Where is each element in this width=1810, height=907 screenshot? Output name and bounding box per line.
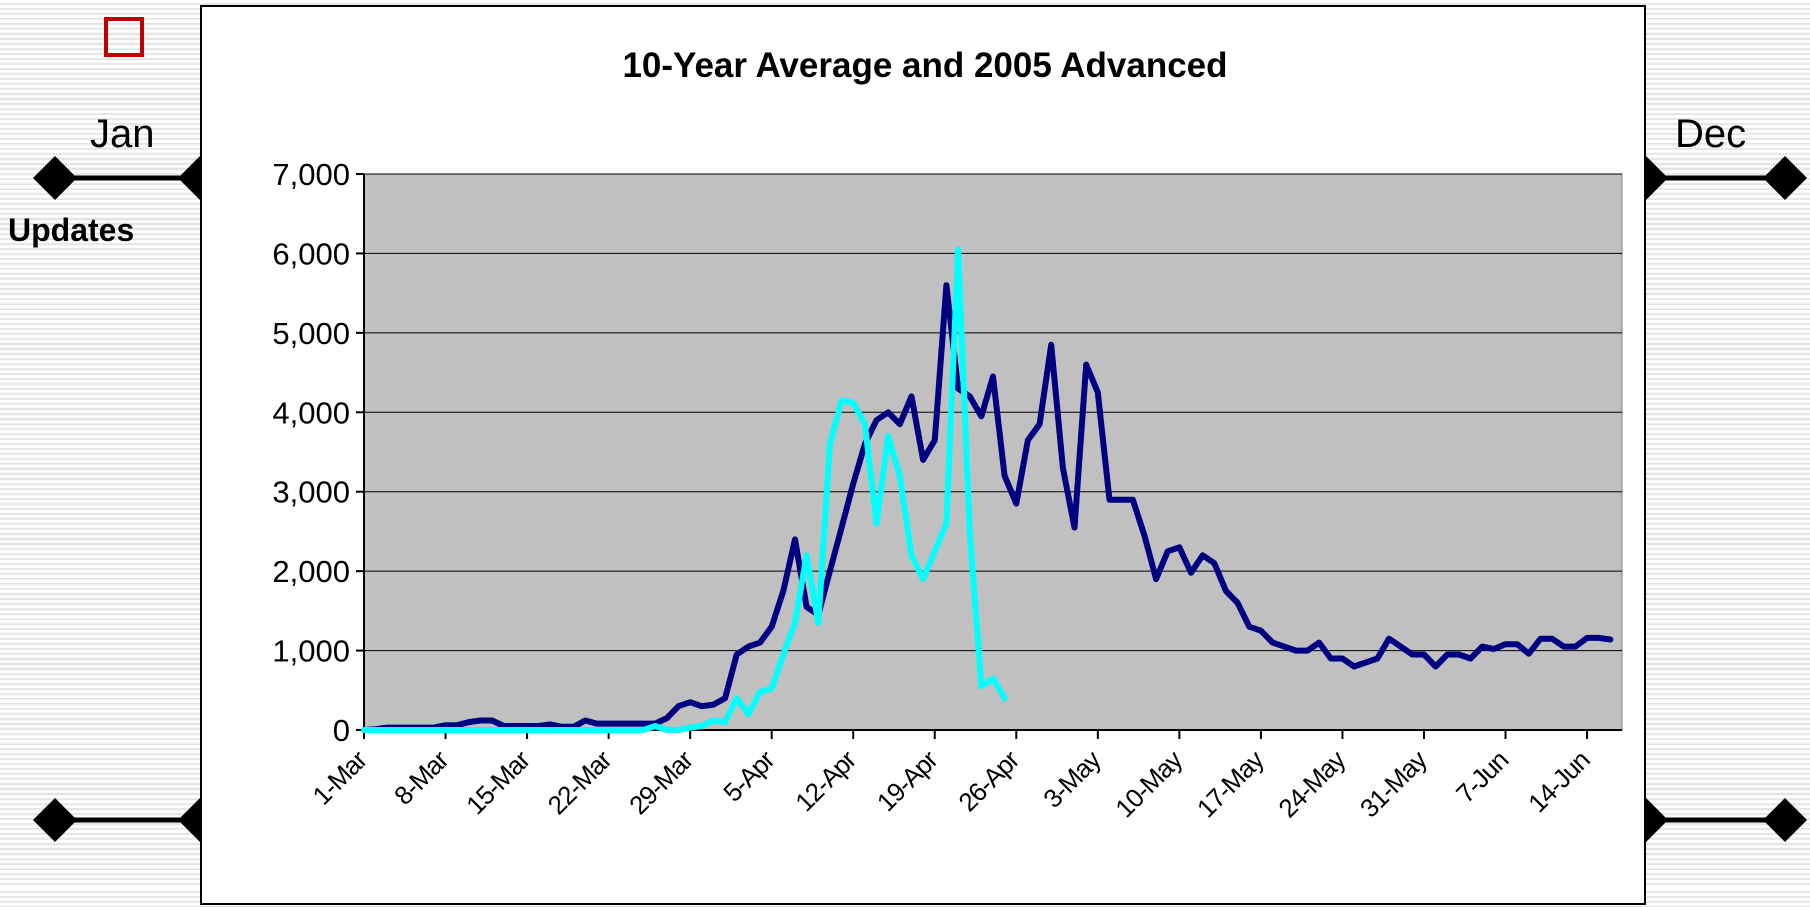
series-line-2005-advanced [361, 246, 1008, 733]
x-tick-label: 26-Apr [952, 744, 1025, 817]
chart-title: 10-Year Average and 2005 Advanced [622, 46, 1227, 85]
plot-area [363, 173, 1623, 731]
x-tick-label: 19-Apr [871, 744, 944, 817]
left-month-label: Jan [90, 112, 155, 156]
y-tick-label: 7,000 [272, 157, 350, 192]
x-tick-label: 22-Mar [542, 744, 618, 820]
diamond-icon [178, 798, 200, 842]
series-line-10-year-average [361, 282, 1614, 733]
timeline-decoration [33, 156, 1807, 842]
right-month-label: Dec [1675, 112, 1747, 156]
y-tick-label: 2,000 [272, 554, 350, 589]
x-tick-label: 17-May [1191, 744, 1270, 823]
x-tick-label: 15-Mar [460, 744, 536, 820]
x-tick-label: 3-May [1037, 744, 1106, 813]
y-tick-label: 4,000 [272, 395, 350, 430]
diamond-icon [1763, 156, 1807, 200]
diamond-icon [1763, 798, 1807, 842]
diamond-icon [33, 798, 77, 842]
diamond-icon [33, 156, 77, 200]
y-tick-label: 0 [333, 713, 350, 748]
x-tick-label: 7-Jun [1450, 745, 1514, 809]
y-tick-label: 1,000 [272, 634, 350, 669]
updates-label: Updates [8, 212, 135, 248]
y-tick-label: 6,000 [272, 236, 350, 271]
y-tick-label: 3,000 [272, 475, 350, 510]
diamond-icon [1646, 156, 1668, 200]
x-tick-label: 29-Mar [623, 744, 699, 820]
x-tick-label: 24-May [1272, 744, 1351, 823]
x-tick-label: 10-May [1109, 744, 1188, 823]
x-tick-label: 31-May [1354, 744, 1433, 823]
diamond-icon [1646, 798, 1668, 842]
x-tick-label: 12-Apr [789, 744, 862, 817]
chart-panel: 10-Year Average and 2005 Advanced 0 1,000… [200, 5, 1646, 905]
x-tick-label: 14-Jun [1522, 745, 1595, 818]
bullet-square-icon [104, 17, 144, 57]
line-chart: 10-Year Average and 2005 Advanced 0 1,000… [272, 46, 1623, 823]
x-tick-label: 1-Mar [307, 744, 374, 811]
x-tick-label: 8-Mar [388, 744, 455, 811]
diamond-icon [178, 156, 200, 200]
y-tick-label: 5,000 [272, 316, 350, 351]
x-tick-label: 5-Apr [717, 744, 781, 808]
